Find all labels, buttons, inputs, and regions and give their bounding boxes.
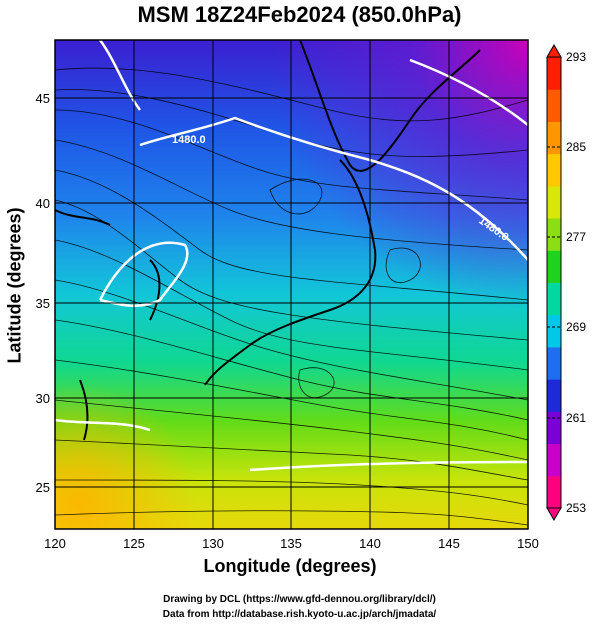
credit-dcl: Drawing by DCL (https://www.gfd-dennou.o… <box>163 594 436 605</box>
geopotential-contour <box>55 40 528 472</box>
colorbar-band <box>547 314 561 348</box>
colorbar-band <box>547 411 561 445</box>
colorbar-band <box>547 57 561 90</box>
lat-tick: 30 <box>36 391 50 406</box>
lon-tick-labels: 120 125 130 135 140 145 150 <box>44 536 539 551</box>
colorbar-band <box>547 282 561 316</box>
lat-tick: 40 <box>36 196 50 211</box>
lat-lon-grid <box>55 40 528 529</box>
colorbar-band <box>547 379 561 412</box>
colorbar-tick: 261 <box>566 411 586 425</box>
lon-tick: 135 <box>280 536 302 551</box>
colorbar-band <box>547 185 561 219</box>
y-axis-label: Latitude (degrees) <box>4 207 25 364</box>
colorbar-tick: 293 <box>566 50 586 64</box>
colorbar-band <box>547 218 561 251</box>
lat-tick: 45 <box>36 91 50 106</box>
lat-tick: 35 <box>36 296 50 311</box>
lat-tick-labels: 45 40 35 30 25 <box>36 91 50 495</box>
contour-label-1: 1480.0 <box>172 134 206 146</box>
colorbar-band <box>547 443 561 477</box>
colorbar-band <box>547 475 561 509</box>
colorbar-tick: 269 <box>566 320 586 334</box>
map-title: MSM 18Z24Feb2024 (850.0hPa) <box>137 2 462 27</box>
colorbar-band <box>547 346 561 380</box>
lat-tick: 25 <box>36 480 50 495</box>
coastlines <box>55 40 481 441</box>
lon-tick: 145 <box>438 536 460 551</box>
colorbar-tick: 253 <box>566 501 586 515</box>
lon-tick: 125 <box>123 536 145 551</box>
credit-data-source: Data from http://database.rish.kyoto-u.a… <box>162 609 437 620</box>
lon-tick: 140 <box>359 536 381 551</box>
colorbar-tick: 285 <box>566 140 586 154</box>
colorbar-tick-labels: 293 285 277 269 261 253 <box>566 50 586 515</box>
colorbar-band <box>547 153 561 187</box>
colorbar-frame <box>546 56 562 509</box>
colorbar-band <box>547 250 561 283</box>
colorbar-band <box>547 121 561 155</box>
colorbar-band <box>547 89 561 122</box>
colorbar-tick: 277 <box>566 230 586 244</box>
map-frame <box>54 39 529 530</box>
colorbar-min-arrow <box>546 507 562 521</box>
x-axis-label: Longitude (degrees) <box>203 556 377 576</box>
colorbar: 293 285 277 269 261 253 <box>546 44 586 521</box>
lon-tick: 150 <box>517 536 539 551</box>
lon-tick: 130 <box>202 536 224 551</box>
lon-tick: 120 <box>44 536 66 551</box>
colorbar-max-arrow <box>546 44 562 58</box>
